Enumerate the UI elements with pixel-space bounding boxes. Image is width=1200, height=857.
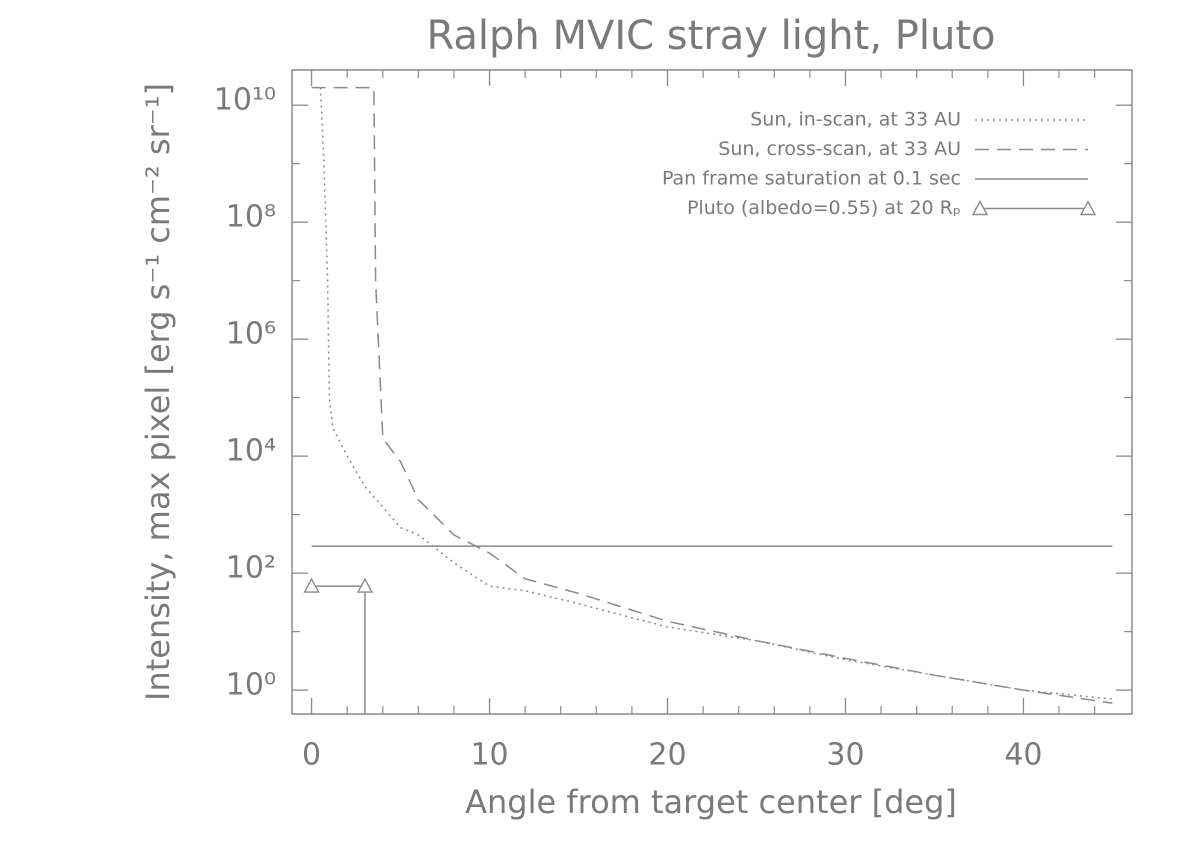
legend-label: Pluto (albedo=0.55) at 20 Rₚ: [687, 197, 961, 219]
marker: [356, 577, 374, 593]
chart-title: Ralph MVIC stray light, Pluto: [426, 13, 995, 59]
legend-label: Sun, in-scan, at 33 AU: [750, 109, 961, 131]
plot-frame: [291, 69, 1133, 715]
x-tick-label: 30: [826, 738, 864, 773]
y-axis-label: Intensity, max pixel [erg s⁻¹ cm⁻² sr⁻¹]: [139, 83, 177, 701]
x-axis-label: Angle from target center [deg]: [465, 783, 957, 821]
legend-label: Pan frame saturation at 0.1 sec: [662, 168, 961, 190]
y-tick-label: 10²: [226, 551, 276, 586]
y-tick-label: 10¹⁰: [214, 83, 276, 118]
legend-label: Sun, cross-scan, at 33 AU: [718, 138, 961, 160]
x-tick-label: 20: [648, 738, 686, 773]
x-tick-label: 0: [302, 738, 321, 773]
series-line: [311, 86, 1113, 704]
x-tick-label: 10: [470, 738, 508, 773]
legend-marker: [971, 200, 989, 216]
y-tick-label: 10⁴: [226, 434, 276, 469]
y-tick-label: 10⁸: [226, 200, 276, 235]
y-tick-label: 10⁶: [226, 317, 276, 352]
y-tick-label: 10⁰: [226, 668, 276, 703]
x-tick-label: 40: [1004, 738, 1042, 773]
legend-marker: [1079, 200, 1097, 216]
marker: [303, 577, 320, 593]
